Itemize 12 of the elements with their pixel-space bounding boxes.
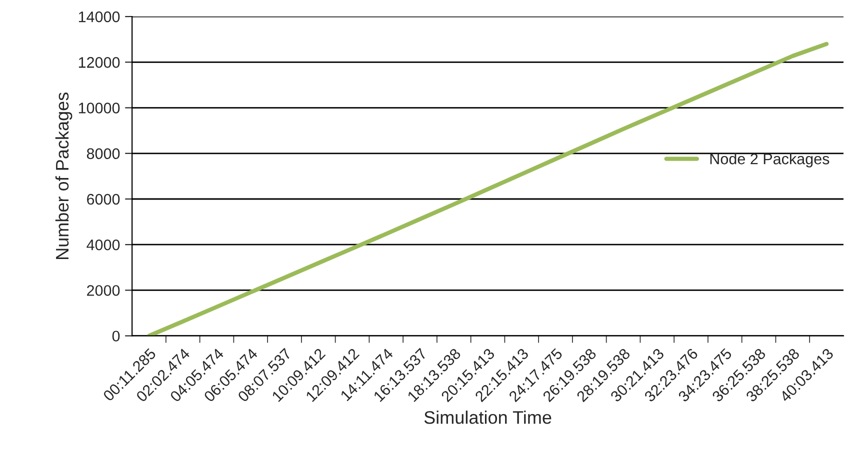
x-axis-title: Simulation Time: [424, 410, 552, 424]
y-tick-label: 2000: [87, 285, 120, 296]
legend-label: Node 2 Packages: [710, 153, 830, 168]
y-axis-title: Number of Packages: [55, 92, 72, 260]
y-tick-label: 6000: [87, 194, 120, 205]
line-series: [146, 42, 829, 336]
y-tick-label: 12000: [78, 57, 120, 68]
y-tick-label: 4000: [86, 239, 120, 250]
y-tick-label: 10000: [78, 102, 120, 114]
y-tick-label: 14000: [78, 11, 120, 22]
y-tick-label: 0: [112, 330, 120, 342]
y-tick-label: 8000: [86, 148, 120, 160]
